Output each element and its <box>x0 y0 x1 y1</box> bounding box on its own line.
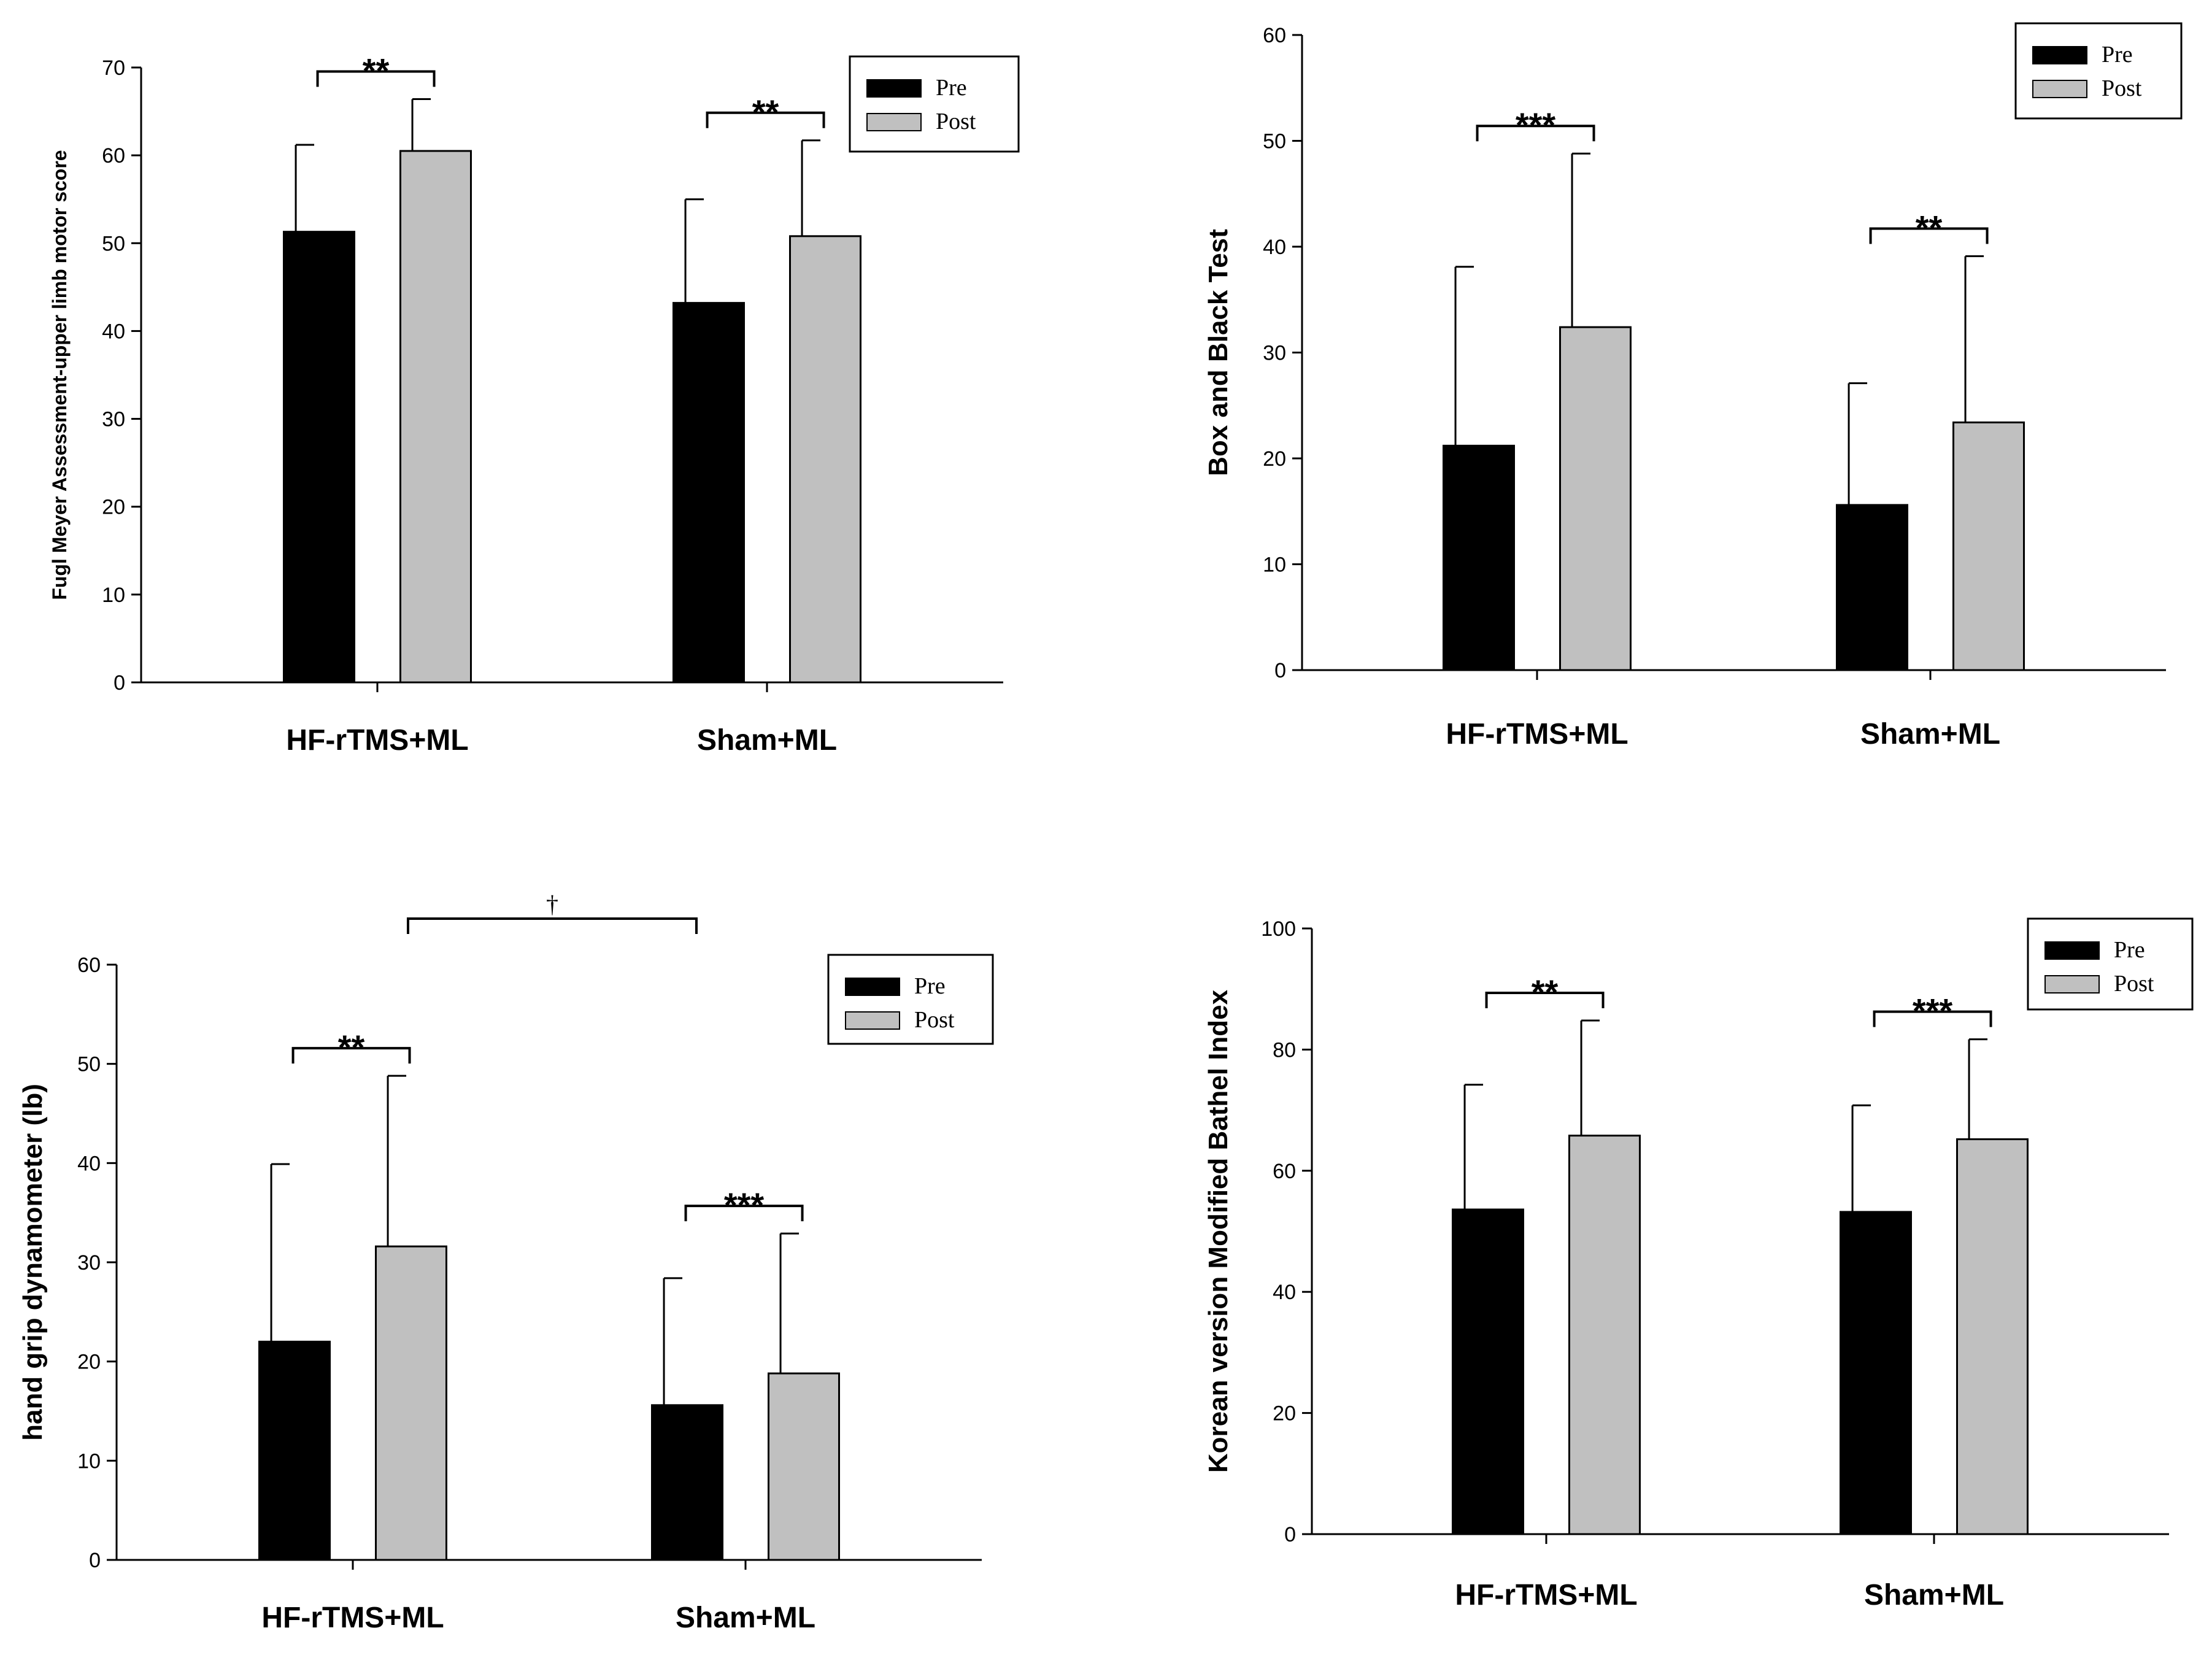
y-tick-label: 10 <box>1263 554 1286 577</box>
significance-bracket <box>1869 227 1989 244</box>
y-tick-label: 50 <box>102 232 125 255</box>
legend-box <box>849 55 1020 153</box>
bar-post <box>768 1372 840 1561</box>
between-group-label: † <box>546 890 558 918</box>
category-label: Sham+ML <box>697 724 837 757</box>
legend-swatch-post <box>2044 975 2100 994</box>
y-tick-label: 60 <box>1273 1160 1296 1183</box>
significance-label: ** <box>363 52 390 90</box>
y-tick-label: 20 <box>1263 447 1286 471</box>
category-label: HF-rTMS+ML <box>286 724 468 757</box>
bar-pre <box>651 1404 723 1561</box>
legend-box <box>827 954 994 1045</box>
significance-label: ** <box>338 1028 365 1067</box>
between-group-bracket <box>407 917 698 934</box>
y-axis-title: Korean version Modified Bathel Index <box>1203 989 1233 1473</box>
y-tick-label: 20 <box>77 1351 101 1374</box>
bar-post <box>1952 421 2025 671</box>
significance-bracket <box>1485 992 1605 1009</box>
legend-label-post: Post <box>914 1007 955 1033</box>
legend-label-pre: Pre <box>2114 937 2145 963</box>
bar-pre <box>258 1340 331 1561</box>
y-tick-label: 50 <box>77 1053 101 1076</box>
significance-bracket <box>291 1047 411 1064</box>
bar-pre <box>1452 1208 1524 1535</box>
legend-swatch-post <box>845 1011 900 1030</box>
legend-box <box>2014 22 2183 120</box>
bar-post <box>1559 326 1632 671</box>
category-label: Sham+ML <box>676 1602 815 1634</box>
legend-swatch-pre <box>866 79 922 98</box>
category-label: Sham+ML <box>1860 718 2000 750</box>
bar-pre <box>1836 504 1908 671</box>
y-tick-label: 40 <box>77 1152 101 1175</box>
significance-bracket <box>1476 125 1595 142</box>
bar-post <box>1568 1135 1641 1535</box>
significance-label: ** <box>1916 209 1943 247</box>
significance-bracket <box>706 111 825 128</box>
legend-label-pre: Pre <box>936 75 967 101</box>
chart-panel-hand-grip: 0 10 20 30 40 50 60 hand grip dynamometer (lb) H… <box>18 890 994 1634</box>
legend-label-post: Post <box>936 109 976 134</box>
legend-swatch-pre <box>2032 46 2087 64</box>
y-tick-label: 20 <box>102 496 125 519</box>
y-tick-label: 60 <box>1263 24 1286 47</box>
legend-swatch-post <box>2032 80 2087 98</box>
significance-label: *** <box>1913 992 1953 1030</box>
y-tick-label: 10 <box>77 1449 101 1473</box>
category-label: Sham+ML <box>1864 1579 2004 1611</box>
significance-label: *** <box>1516 106 1556 144</box>
y-axis-title: Fugl Meyer Assessment-upper limb motor s… <box>48 150 71 600</box>
chart-panel-box-and-block: 0 10 20 30 40 50 60 Box and Black Test HF-rTMS+M… <box>1203 22 2183 750</box>
significance-bracket <box>684 1205 804 1222</box>
bar-pre <box>1840 1211 1912 1535</box>
bar-post <box>1956 1138 2029 1535</box>
bar-post <box>399 150 472 684</box>
legend-swatch-pre <box>845 978 900 996</box>
legend-swatch-pre <box>2044 941 2100 960</box>
y-tick-label: 80 <box>1273 1038 1296 1062</box>
y-tick-label: 40 <box>102 320 125 343</box>
bar-pre <box>672 302 745 684</box>
category-label: HF-rTMS+ML <box>261 1602 444 1634</box>
bar-pre <box>283 231 355 684</box>
y-tick-label: 70 <box>102 56 125 80</box>
y-tick-label: 30 <box>102 408 125 431</box>
legend-label-pre: Pre <box>914 973 946 999</box>
y-tick-label: 0 <box>1274 659 1286 682</box>
y-tick-label: 60 <box>102 144 125 168</box>
significance-bracket <box>316 70 436 87</box>
y-tick-label: 0 <box>1284 1523 1296 1546</box>
y-tick-label: 20 <box>1273 1402 1296 1426</box>
significance-bracket <box>1873 1010 1992 1027</box>
y-tick-label: 30 <box>77 1251 101 1275</box>
bar-post <box>789 235 861 684</box>
bar-pre <box>1443 444 1515 671</box>
y-tick-label: 30 <box>1263 342 1286 365</box>
y-tick-label: 10 <box>102 584 125 607</box>
y-axis-title: Box and Black Test <box>1203 229 1233 476</box>
y-tick-label: 0 <box>114 671 125 695</box>
legend-label-post: Post <box>2102 75 2142 101</box>
bar-post <box>375 1245 447 1561</box>
significance-label: *** <box>724 1186 765 1224</box>
y-tick-label: 60 <box>77 954 101 977</box>
legend-label-pre: Pre <box>2102 42 2133 68</box>
y-tick-label: 50 <box>1263 130 1286 153</box>
legend-label-post: Post <box>2114 971 2154 997</box>
category-label: HF-rTMS+ML <box>1446 718 1628 750</box>
category-label: HF-rTMS+ML <box>1455 1579 1637 1611</box>
y-tick-label: 40 <box>1273 1281 1296 1304</box>
significance-label: ** <box>1532 973 1559 1011</box>
y-tick-label: 100 <box>1261 917 1296 941</box>
significance-label: ** <box>752 93 779 131</box>
y-tick-label: 40 <box>1263 236 1286 259</box>
legend-box <box>2027 917 2194 1011</box>
chart-panel-fugl-meyer: 0 10 20 30 40 50 60 70 Fugl Meyer Assessment-upp… <box>48 52 1020 757</box>
chart-panel-kmbi: 0 20 40 60 80 100 Korean version Modified Bath… <box>1203 917 2194 1611</box>
legend-swatch-post <box>866 113 922 131</box>
y-tick-label: 0 <box>89 1549 101 1572</box>
y-axis-title: hand grip dynamometer (lb) <box>18 1084 48 1441</box>
